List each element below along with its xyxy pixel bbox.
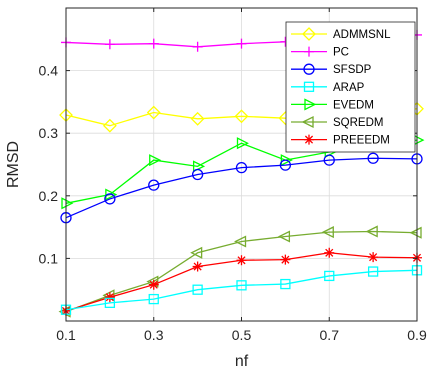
data-point <box>102 118 117 133</box>
legend-label: ADMMSNL <box>333 29 391 41</box>
data-point <box>321 226 334 239</box>
legend-label: ARAP <box>333 82 365 94</box>
data-point <box>192 41 203 52</box>
data-point <box>236 280 247 291</box>
legend-entry-preeedm: PREEEDM <box>291 134 390 147</box>
x-tick-label: 0.5 <box>232 327 252 343</box>
data-point <box>304 134 314 145</box>
series-line <box>65 230 418 313</box>
data-point <box>279 159 292 171</box>
data-point <box>324 270 335 282</box>
data-point <box>302 27 316 41</box>
y-tick-label: 0.4 <box>39 63 59 79</box>
data-point <box>409 226 422 239</box>
data-point <box>192 160 206 173</box>
data-point <box>148 279 159 290</box>
x-tick-label: 0.1 <box>56 327 76 343</box>
legend-label: EVEDM <box>333 99 374 111</box>
data-point <box>146 105 161 120</box>
series-sqredm <box>58 225 422 318</box>
data-point <box>324 247 335 258</box>
data-point <box>148 293 159 305</box>
y-tick-label: 0.1 <box>39 250 59 266</box>
y-tick-label: 0.3 <box>39 125 59 141</box>
y-tick-label: 0.2 <box>39 188 59 204</box>
data-point <box>365 225 378 238</box>
data-point <box>61 197 74 210</box>
legend-entry-sqredm: SQREDM <box>291 115 383 129</box>
data-point <box>368 252 379 263</box>
data-point <box>105 188 118 201</box>
data-point <box>277 230 291 243</box>
data-point <box>304 46 314 57</box>
legend-entry-pc: PC <box>291 47 349 59</box>
data-point <box>304 98 317 111</box>
x-tick-label: 0.7 <box>320 327 340 343</box>
data-point <box>303 63 315 75</box>
data-point <box>303 81 315 92</box>
axis-ticks: 0.1 0.3 0.5 0.7 0.9 0.1 0.2 0.3 0.4 <box>39 8 427 343</box>
legend-entry-evedm: EVEDM <box>291 98 374 111</box>
data-point <box>149 154 162 167</box>
data-point <box>280 278 291 290</box>
series-preeedm <box>61 247 422 316</box>
legend-label: SQREDM <box>333 117 383 129</box>
data-point <box>104 39 115 50</box>
data-point <box>236 255 247 266</box>
series-line <box>65 269 418 311</box>
data-point <box>104 297 116 308</box>
data-point <box>280 154 293 167</box>
data-point <box>234 235 247 248</box>
data-point <box>191 168 204 181</box>
data-point <box>323 154 335 166</box>
data-point <box>367 266 379 277</box>
series-sfsdp <box>60 152 423 224</box>
legend-label: PC <box>333 47 349 59</box>
data-point <box>236 137 249 150</box>
x-tick-label: 0.3 <box>144 327 164 343</box>
data-point <box>280 254 291 265</box>
data-point <box>192 261 203 272</box>
data-point <box>234 109 249 124</box>
data-point <box>236 38 247 49</box>
data-point <box>190 111 205 126</box>
legend-entry-arap: ARAP <box>291 81 365 94</box>
legend-entry-sfsdp: SFSDP <box>291 63 372 76</box>
x-tick-label: 0.9 <box>407 327 427 343</box>
data-point <box>104 193 116 205</box>
data-point <box>148 179 160 191</box>
legend: ADMMSNL PC SFSDP ARAP EVEDM SQREDM PREEEDM <box>285 21 416 153</box>
series-line <box>65 157 418 219</box>
legend-label: PREEEDM <box>333 135 390 147</box>
data-point <box>148 38 159 49</box>
data-point <box>190 246 203 259</box>
y-axis-label: RMSD <box>5 141 22 188</box>
data-point <box>104 292 115 303</box>
legend-entry-admmsnl: ADMMSNL <box>291 27 391 41</box>
data-point <box>301 115 314 129</box>
data-point <box>367 152 379 164</box>
data-point <box>235 161 248 174</box>
data-point <box>192 284 203 295</box>
legend-label: SFSDP <box>333 64 372 76</box>
x-axis-label: nf <box>235 353 249 370</box>
